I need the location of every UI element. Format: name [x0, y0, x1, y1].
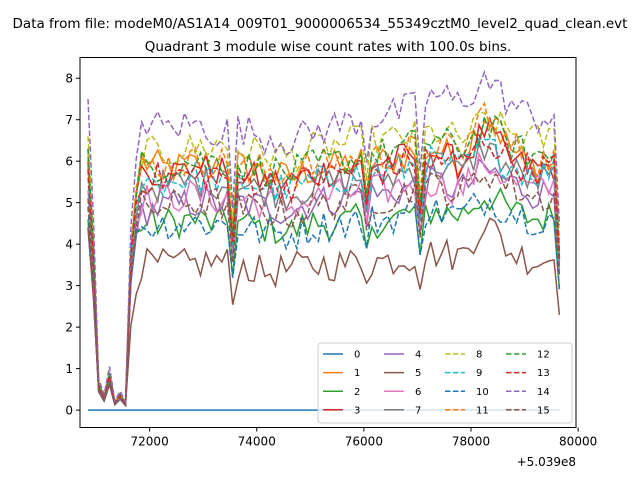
series-line-13 [87, 133, 561, 407]
legend-label-2: 2 [354, 387, 360, 398]
y-tick-label: 7 [65, 113, 73, 127]
x-offset-label: +5.039e8 [517, 455, 576, 469]
y-tick-label: 5 [65, 196, 73, 210]
legend-label-10: 10 [476, 387, 489, 398]
legend-label-12: 12 [537, 350, 550, 361]
y-tick-label: 4 [65, 237, 73, 251]
series-line-2 [87, 187, 561, 408]
series-line-4 [87, 157, 561, 408]
x-tick-label: 78000 [452, 435, 490, 449]
series-line-14 [87, 69, 561, 403]
legend-label-0: 0 [354, 350, 360, 361]
y-tick-label: 0 [65, 403, 73, 417]
series-line-12 [87, 114, 561, 407]
legend-label-1: 1 [354, 368, 360, 379]
legend-label-11: 11 [476, 405, 489, 416]
chart-title: Quadrant 3 module wise count rates with … [145, 39, 511, 55]
legend-label-15: 15 [537, 405, 550, 416]
legend-label-7: 7 [415, 405, 421, 416]
y-tick-label: 3 [65, 279, 73, 293]
series-line-5 [87, 217, 561, 408]
series-line-15 [87, 171, 561, 408]
y-tick-label: 6 [65, 154, 73, 168]
legend-label-8: 8 [476, 350, 482, 361]
series-line-6 [87, 151, 561, 407]
legend-label-5: 5 [415, 368, 421, 379]
legend-label-13: 13 [537, 368, 550, 379]
x-tick-label: 72000 [131, 435, 169, 449]
x-tick-label: 76000 [345, 435, 383, 449]
legend-box [317, 342, 573, 424]
series-line-11 [87, 101, 561, 407]
x-tick-label: 74000 [238, 435, 276, 449]
legend-label-6: 6 [415, 387, 421, 398]
legend-label-14: 14 [537, 387, 550, 398]
y-tick-label: 8 [65, 72, 73, 86]
x-tick-label: 80000 [559, 435, 597, 449]
legend-label-4: 4 [415, 350, 421, 361]
series-line-10 [87, 192, 561, 408]
y-tick-label: 1 [65, 362, 73, 376]
plot-frame [79, 57, 577, 428]
legend-label-9: 9 [476, 368, 482, 379]
y-tick-label: 2 [65, 320, 73, 334]
chart-suptitle: Data from file: modeM0/AS1A14_009T01_900… [13, 16, 628, 32]
legend-label-3: 3 [354, 405, 360, 416]
